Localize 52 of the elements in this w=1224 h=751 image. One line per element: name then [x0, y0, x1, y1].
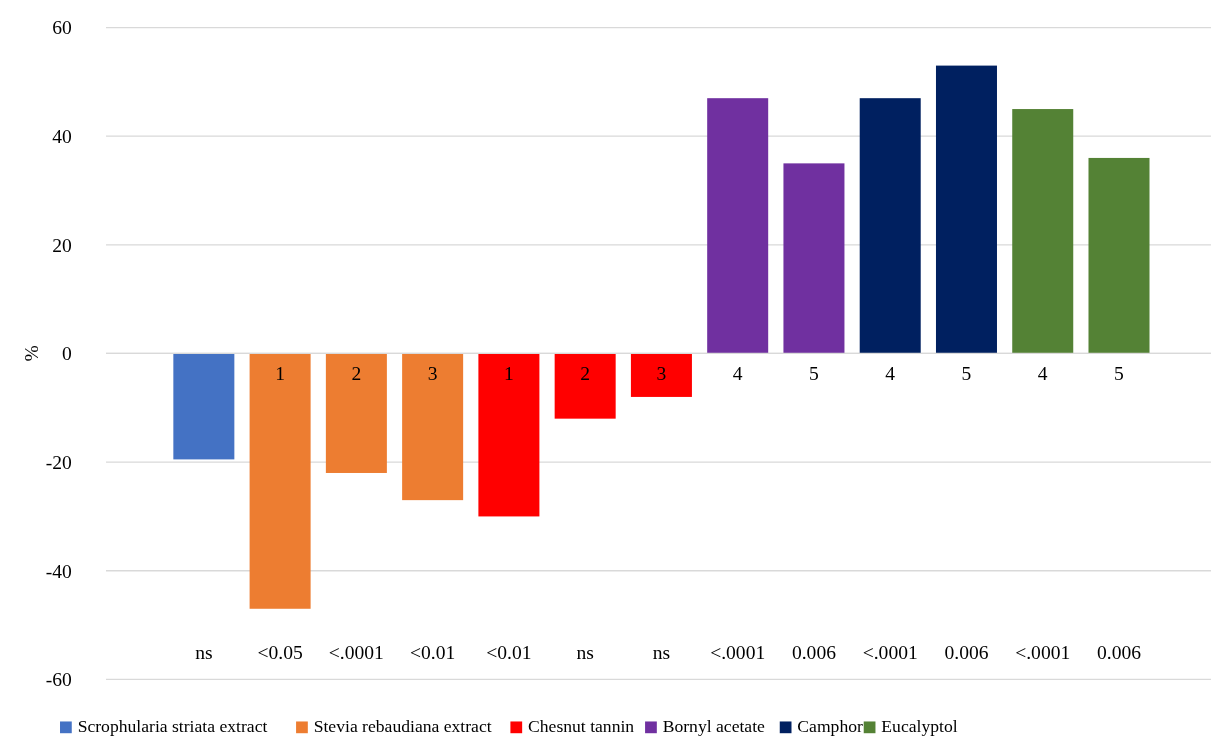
x-tick-label: 5	[961, 362, 972, 384]
legend-label: Eucalyptol	[881, 716, 958, 737]
y-tick-label: -60	[45, 669, 72, 691]
y-tick-label: -20	[45, 451, 72, 473]
x-tick-label: 1	[504, 362, 514, 384]
x-tick-label: 5	[1114, 362, 1125, 384]
annotation: <.0001	[862, 642, 918, 664]
x-tick-label: 1	[275, 362, 285, 384]
annotation: <0.01	[486, 642, 532, 664]
bar	[173, 353, 235, 460]
legend-label: Bornyl acetate	[662, 716, 766, 737]
x-tick-label: 3	[656, 362, 667, 384]
x-tick-label: 4	[1037, 362, 1048, 384]
bar	[783, 163, 845, 354]
bar	[554, 353, 616, 419]
y-tick-label: 0	[61, 343, 72, 365]
bar	[1088, 157, 1150, 354]
annotation: <0.05	[257, 642, 303, 664]
x-tick-label: 2	[580, 362, 591, 384]
x-tick-label: 2	[351, 362, 362, 384]
bar	[478, 353, 540, 517]
x-tick-label: 4	[885, 362, 896, 384]
y-tick-label: -40	[45, 560, 72, 582]
annotation: <.0001	[1015, 642, 1071, 664]
annotation: <0.01	[409, 642, 456, 664]
bar	[630, 353, 692, 397]
bar	[325, 353, 387, 473]
annotation: <.0001	[710, 642, 766, 664]
legend-label: Chesnut tannin	[528, 716, 635, 737]
bar	[935, 65, 997, 354]
y-tick-label: 20	[52, 234, 72, 256]
x-tick-label: 5	[809, 362, 820, 384]
bar	[707, 98, 769, 354]
bar	[402, 353, 464, 501]
x-tick-label: 3	[427, 362, 438, 384]
annotation: ns	[652, 642, 671, 664]
bar	[1012, 109, 1074, 354]
legend-label: Stevia rebaudiana extract	[313, 716, 492, 737]
y-tick-label: 40	[52, 126, 72, 148]
x-tick-label: 4	[732, 362, 743, 384]
annotation: 0.006	[944, 642, 989, 664]
annotation: 0.006	[1096, 642, 1142, 664]
y-axis-title: %	[21, 345, 43, 362]
y-tick-label: 60	[52, 17, 72, 39]
annotation: ns	[576, 642, 594, 664]
bar	[859, 98, 921, 354]
legend-label: Scrophularia striata extract	[77, 716, 268, 737]
bar	[249, 353, 311, 609]
annotation: 0.006	[791, 642, 837, 664]
annotation: ns	[195, 642, 213, 664]
annotation: <.0001	[328, 642, 384, 664]
legend-label: Camphor	[797, 716, 864, 737]
